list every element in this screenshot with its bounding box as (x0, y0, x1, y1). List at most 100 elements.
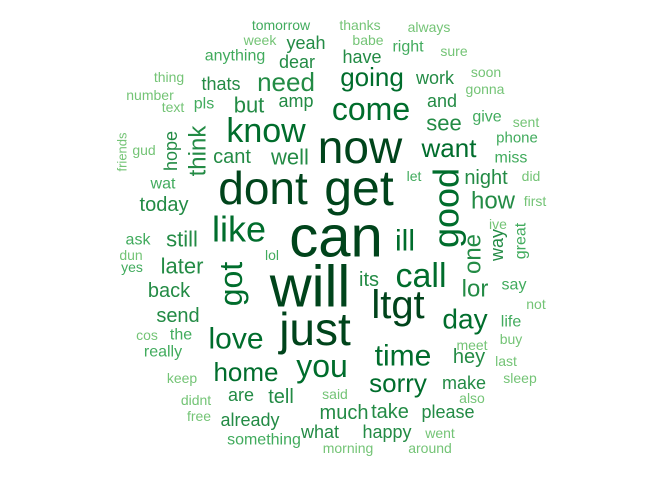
word-back: back (148, 280, 191, 302)
word-ive: ive (489, 216, 507, 232)
word-one: one (460, 234, 487, 274)
word-sleep: sleep (503, 370, 537, 386)
word-take: take (371, 401, 409, 423)
word-can: can (289, 205, 383, 270)
word-time: time (375, 340, 432, 373)
word-already: already (220, 410, 279, 430)
word-yes: yes (121, 259, 143, 275)
word-like: like (212, 209, 266, 250)
word-think: think (185, 125, 212, 177)
word-need: need (257, 67, 315, 97)
word-see: see (426, 111, 461, 136)
word-work: work (415, 68, 455, 88)
word-you: you (296, 348, 348, 384)
word-ill: ill (395, 225, 415, 258)
word-text: text (162, 99, 185, 115)
word-cos: cos (136, 327, 158, 343)
word-amp: amp (278, 91, 313, 111)
word-thats: thats (201, 74, 240, 94)
word-miss: miss (495, 150, 528, 167)
word-dear: dear (279, 52, 315, 72)
word-yeah: yeah (286, 33, 325, 53)
word-lol: lol (265, 247, 279, 263)
word-said: said (322, 386, 348, 402)
word-ltgt: ltgt (371, 283, 424, 327)
word-way: way (487, 229, 507, 262)
word-first: first (524, 193, 547, 209)
word-get: get (324, 160, 394, 216)
word-great: great (513, 222, 530, 259)
word-keep: keep (167, 370, 198, 386)
word-just: just (277, 303, 351, 355)
word-not: not (526, 296, 546, 312)
word-night: night (464, 167, 508, 189)
word-have: have (342, 47, 381, 67)
word-let: let (407, 168, 422, 184)
word-will: will (269, 255, 351, 320)
word-tomorrow: tomorrow (252, 17, 311, 33)
word-now: now (318, 121, 403, 173)
word-pls: pls (194, 96, 214, 113)
word-right: right (392, 39, 424, 56)
word-something: something (227, 432, 301, 449)
word-much: much (320, 402, 369, 424)
word-always: always (408, 19, 451, 35)
word-and: and (427, 91, 457, 111)
word-call: call (395, 257, 446, 295)
word-number: number (126, 87, 174, 103)
word-week: week (243, 32, 278, 48)
word-soon: soon (471, 64, 501, 80)
word-going: going (340, 62, 404, 92)
word-sorry: sorry (369, 368, 427, 398)
word-how: how (471, 188, 516, 215)
word-day: day (442, 304, 487, 335)
word-make: make (442, 373, 486, 393)
word-wat: wat (150, 176, 176, 193)
word-thanks: thanks (339, 17, 380, 33)
word-good: good (426, 168, 467, 248)
word-last: last (495, 353, 517, 369)
word-anything: anything (205, 48, 266, 65)
word-did: did (522, 168, 541, 184)
word-are: are (228, 385, 254, 405)
word-gud: gud (132, 142, 155, 158)
word-later: later (161, 254, 204, 279)
word-cant: cant (213, 146, 251, 168)
word-send: send (156, 305, 199, 327)
word-lor: lor (462, 276, 489, 303)
word-went: went (424, 425, 455, 441)
word-hey: hey (453, 346, 485, 368)
word-gonna: gonna (466, 81, 505, 97)
word-morning: morning (323, 440, 374, 456)
word-home: home (213, 357, 278, 387)
word-got: got (213, 262, 249, 307)
word-hope: hope (161, 131, 181, 171)
word-dun: dun (119, 247, 142, 263)
word-love: love (208, 323, 263, 356)
word-didnt: didnt (181, 392, 211, 408)
word-give: give (472, 109, 501, 126)
word-know: know (226, 112, 306, 150)
word-come: come (332, 91, 410, 127)
word-life: life (501, 314, 522, 331)
word-meet: meet (456, 337, 487, 353)
word-what: what (300, 422, 339, 442)
word-the: the (170, 327, 192, 344)
word-want: want (421, 133, 478, 163)
word-free: free (187, 408, 211, 424)
word-dont: dont (218, 162, 308, 214)
word-sent: sent (513, 114, 540, 130)
word-really: really (144, 344, 182, 361)
word-please: please (421, 402, 474, 422)
word-phone: phone (496, 130, 538, 147)
word-around: around (408, 440, 452, 456)
word-friends: friends (115, 132, 130, 172)
word-ask: ask (126, 232, 152, 249)
word-tell: tell (268, 386, 294, 408)
word-happy: happy (362, 422, 411, 442)
word-but: but (234, 93, 265, 118)
word-well: well (270, 145, 309, 170)
word-its: its (359, 269, 379, 291)
